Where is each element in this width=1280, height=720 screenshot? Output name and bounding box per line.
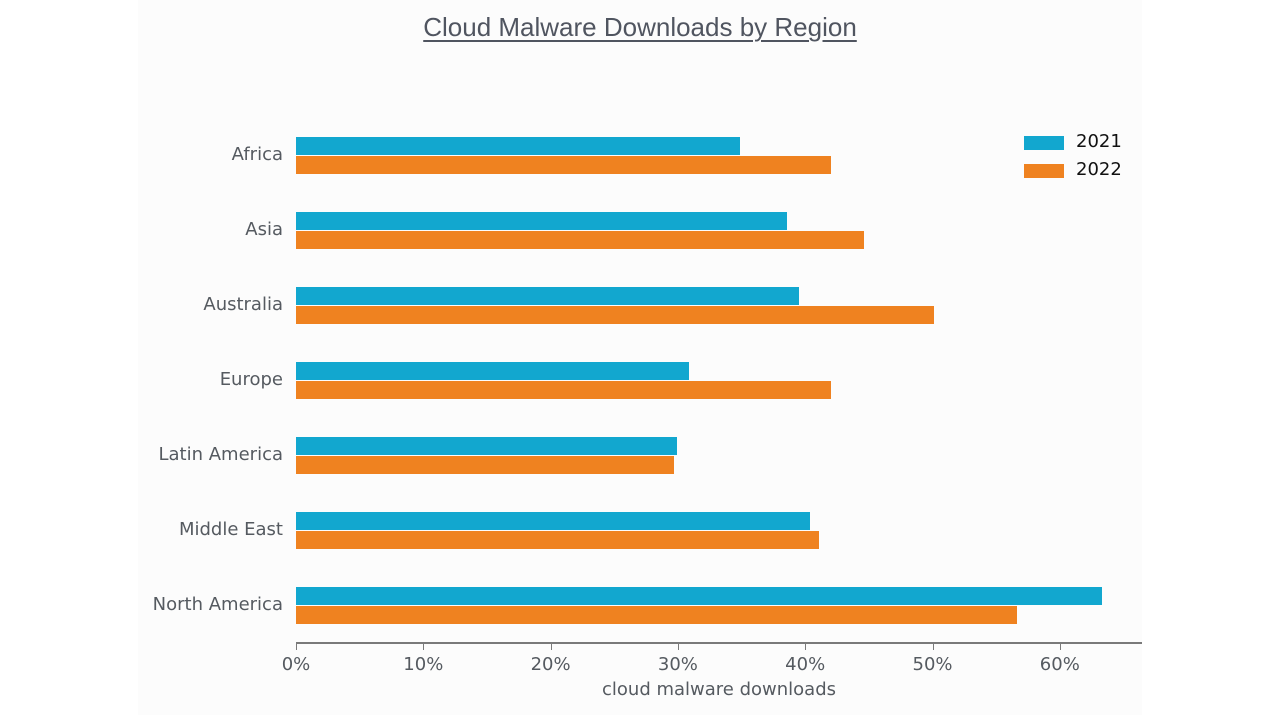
chart-title-text: Cloud Malware Downloads by Region bbox=[423, 12, 857, 42]
legend-swatch-2021 bbox=[1024, 136, 1064, 150]
x-tick bbox=[296, 643, 297, 650]
bar-2022 bbox=[296, 531, 820, 549]
y-tick-label: North America bbox=[152, 594, 283, 615]
x-tick-label: 30% bbox=[657, 654, 698, 675]
legend-swatch-2022 bbox=[1024, 164, 1064, 178]
x-tick-label: 0% bbox=[281, 654, 311, 675]
x-tick bbox=[550, 643, 552, 650]
y-tick-label: Africa bbox=[231, 144, 283, 165]
bar-2022 bbox=[296, 456, 675, 474]
x-tick bbox=[677, 643, 679, 650]
x-tick bbox=[932, 643, 934, 650]
bar-2021 bbox=[296, 437, 677, 455]
bar-2021 bbox=[296, 362, 690, 380]
bar-2021 bbox=[296, 137, 741, 155]
bar-2022 bbox=[296, 606, 1017, 624]
legend-label-2022: 2022 bbox=[1076, 159, 1122, 180]
bar-2022 bbox=[296, 231, 864, 249]
legend-label-2021: 2021 bbox=[1076, 131, 1122, 152]
bar-2022 bbox=[296, 381, 831, 399]
x-tick bbox=[423, 643, 425, 650]
x-tick-label: 50% bbox=[912, 654, 953, 675]
y-tick-label: Europe bbox=[219, 369, 283, 390]
bar-2021 bbox=[296, 587, 1102, 605]
x-tick-label: 10% bbox=[403, 654, 444, 675]
bar-2021 bbox=[296, 512, 811, 530]
y-tick-label: Asia bbox=[245, 219, 283, 240]
x-tick bbox=[805, 643, 807, 650]
bar-2021 bbox=[296, 212, 788, 230]
bar-2021 bbox=[296, 287, 799, 305]
y-tick-label: Middle East bbox=[178, 519, 283, 540]
x-tick-label: 20% bbox=[530, 654, 571, 675]
x-axis-line bbox=[296, 642, 1142, 644]
x-tick-label: 60% bbox=[1039, 654, 1080, 675]
chart-title: Cloud Malware Downloads by Region bbox=[0, 12, 1280, 43]
x-axis-label: cloud malware downloads bbox=[602, 679, 836, 700]
y-tick-label: Australia bbox=[203, 294, 283, 315]
y-tick-label: Latin America bbox=[158, 444, 284, 465]
bar-2022 bbox=[296, 306, 934, 324]
bar-2022 bbox=[296, 156, 831, 174]
x-tick-label: 40% bbox=[785, 654, 826, 675]
x-tick bbox=[1059, 643, 1061, 650]
